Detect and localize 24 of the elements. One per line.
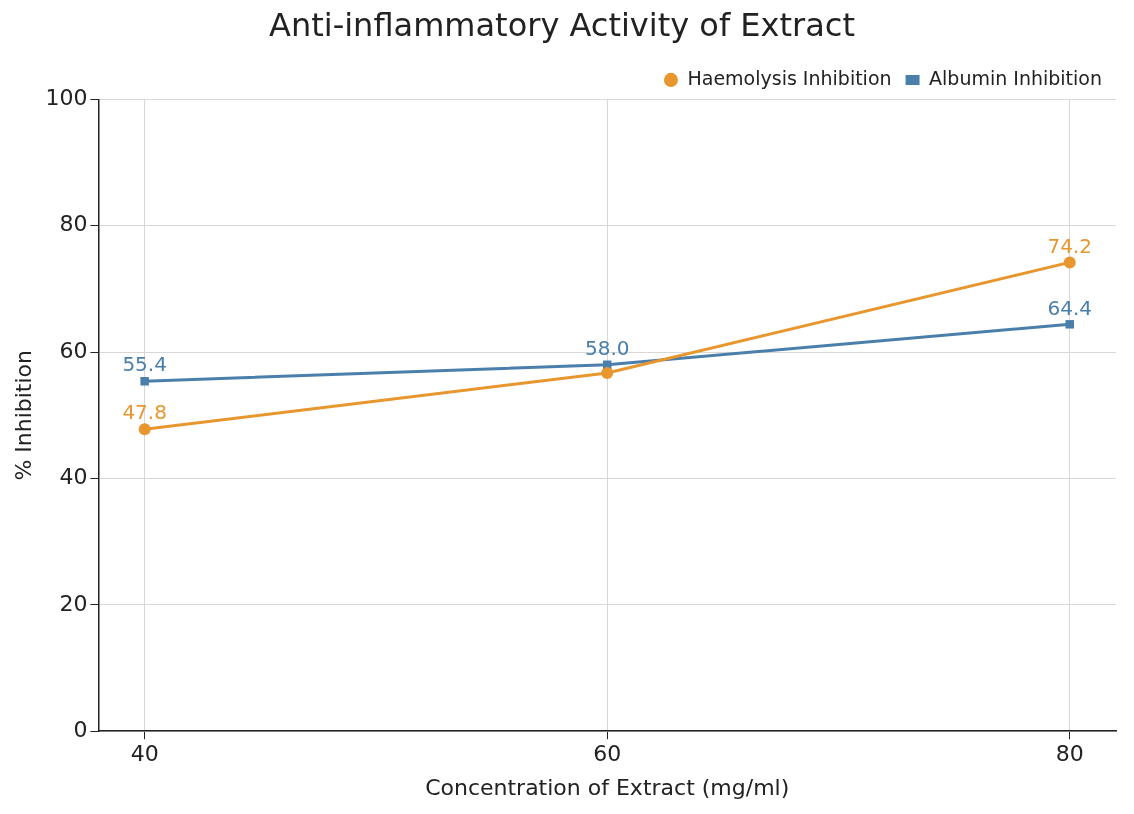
y-tick-label: 0 bbox=[73, 716, 88, 742]
point bbox=[1063, 256, 1076, 269]
x-tick-label: 80 bbox=[1055, 741, 1084, 767]
y-tick-label: 100 bbox=[45, 85, 88, 111]
x-axis-title: Concentration of Extract (mg/ml) bbox=[425, 774, 790, 800]
data-label: 58.0 bbox=[584, 335, 630, 360]
data-label: 64.4 bbox=[1047, 295, 1093, 320]
data-label: 55.4 bbox=[122, 352, 167, 377]
data-label: 74.2 bbox=[1047, 233, 1093, 258]
point bbox=[1065, 320, 1074, 329]
point bbox=[601, 366, 614, 379]
legend-label: Albumin Inhibition bbox=[929, 66, 1102, 89]
y-axis-title: % Inhibition bbox=[10, 350, 36, 481]
x-tick-label: 40 bbox=[130, 741, 159, 767]
y-tick-label: 20 bbox=[59, 590, 88, 616]
x-tick-label: 60 bbox=[593, 741, 622, 767]
legend-label: Haemolysis Inhibition bbox=[687, 66, 892, 89]
data-label: 47.8 bbox=[122, 400, 167, 425]
y-tick-label: 60 bbox=[59, 337, 88, 363]
y-tick-label: 80 bbox=[59, 211, 88, 237]
point bbox=[140, 376, 149, 386]
point bbox=[138, 423, 151, 436]
chart-title: Anti-inflammatory Activity of Extract bbox=[269, 5, 855, 44]
y-tick-label: 40 bbox=[59, 464, 88, 490]
